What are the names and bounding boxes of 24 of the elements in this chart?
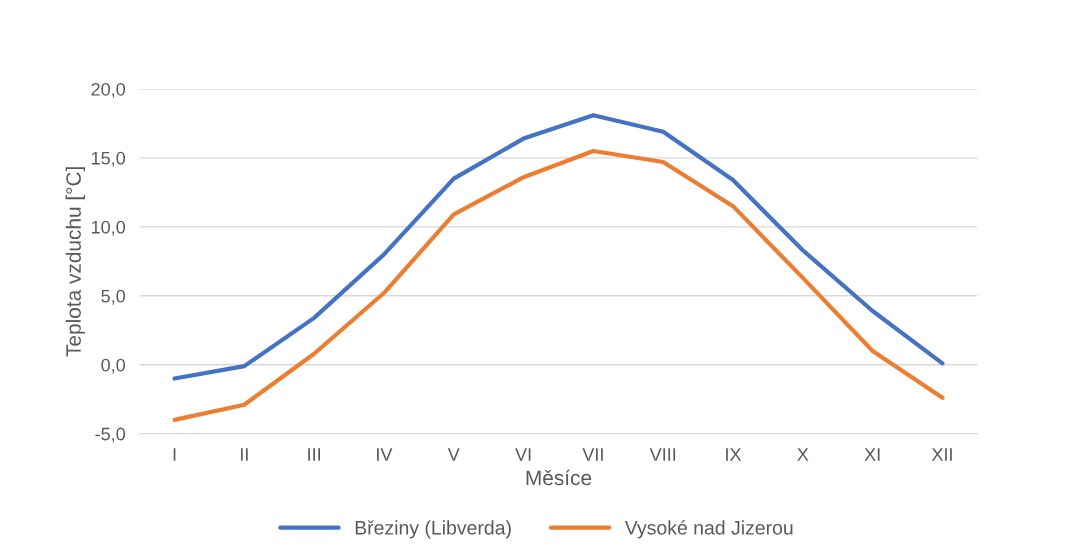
x-tick-label: VII bbox=[582, 448, 603, 461]
y-tick-label: 20,0 bbox=[91, 82, 126, 98]
x-tick-label: XII bbox=[931, 448, 952, 461]
y-tick-label: 5,0 bbox=[101, 289, 126, 305]
y-tick-label: 0,0 bbox=[101, 358, 126, 374]
x-tick-label: VI bbox=[515, 448, 531, 461]
y-tick-label: 10,0 bbox=[91, 220, 126, 236]
x-tick-label: V bbox=[447, 448, 460, 461]
y-tick-label: -5,0 bbox=[95, 427, 126, 443]
x-tick-label: X bbox=[797, 448, 809, 461]
x-tick-label: II bbox=[240, 448, 248, 461]
x-tick-label: III bbox=[308, 448, 321, 461]
legend-label: Vysoké nad Jizerou bbox=[624, 520, 793, 539]
line-series bbox=[172, 113, 945, 381]
y-tick-label: 15,0 bbox=[91, 151, 126, 167]
line-series bbox=[172, 148, 945, 422]
x-tick-label: VIII bbox=[649, 448, 676, 461]
x-tick-label: XI bbox=[864, 448, 880, 461]
y-axis-title: Teplota vzduchu [°C] bbox=[65, 167, 86, 357]
x-tick-label: IX bbox=[726, 448, 742, 461]
x-tick-label: IV bbox=[377, 448, 393, 461]
legend-label: Březiny (Libverda) bbox=[355, 520, 511, 539]
x-tick-label: I bbox=[173, 448, 176, 461]
x-axis-title: Měsíce bbox=[526, 469, 592, 486]
